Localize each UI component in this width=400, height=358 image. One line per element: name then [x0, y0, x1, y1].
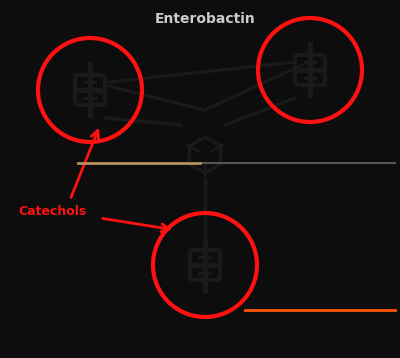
- Text: Enterobactin: Enterobactin: [155, 12, 255, 26]
- Text: Catechols: Catechols: [18, 205, 86, 218]
